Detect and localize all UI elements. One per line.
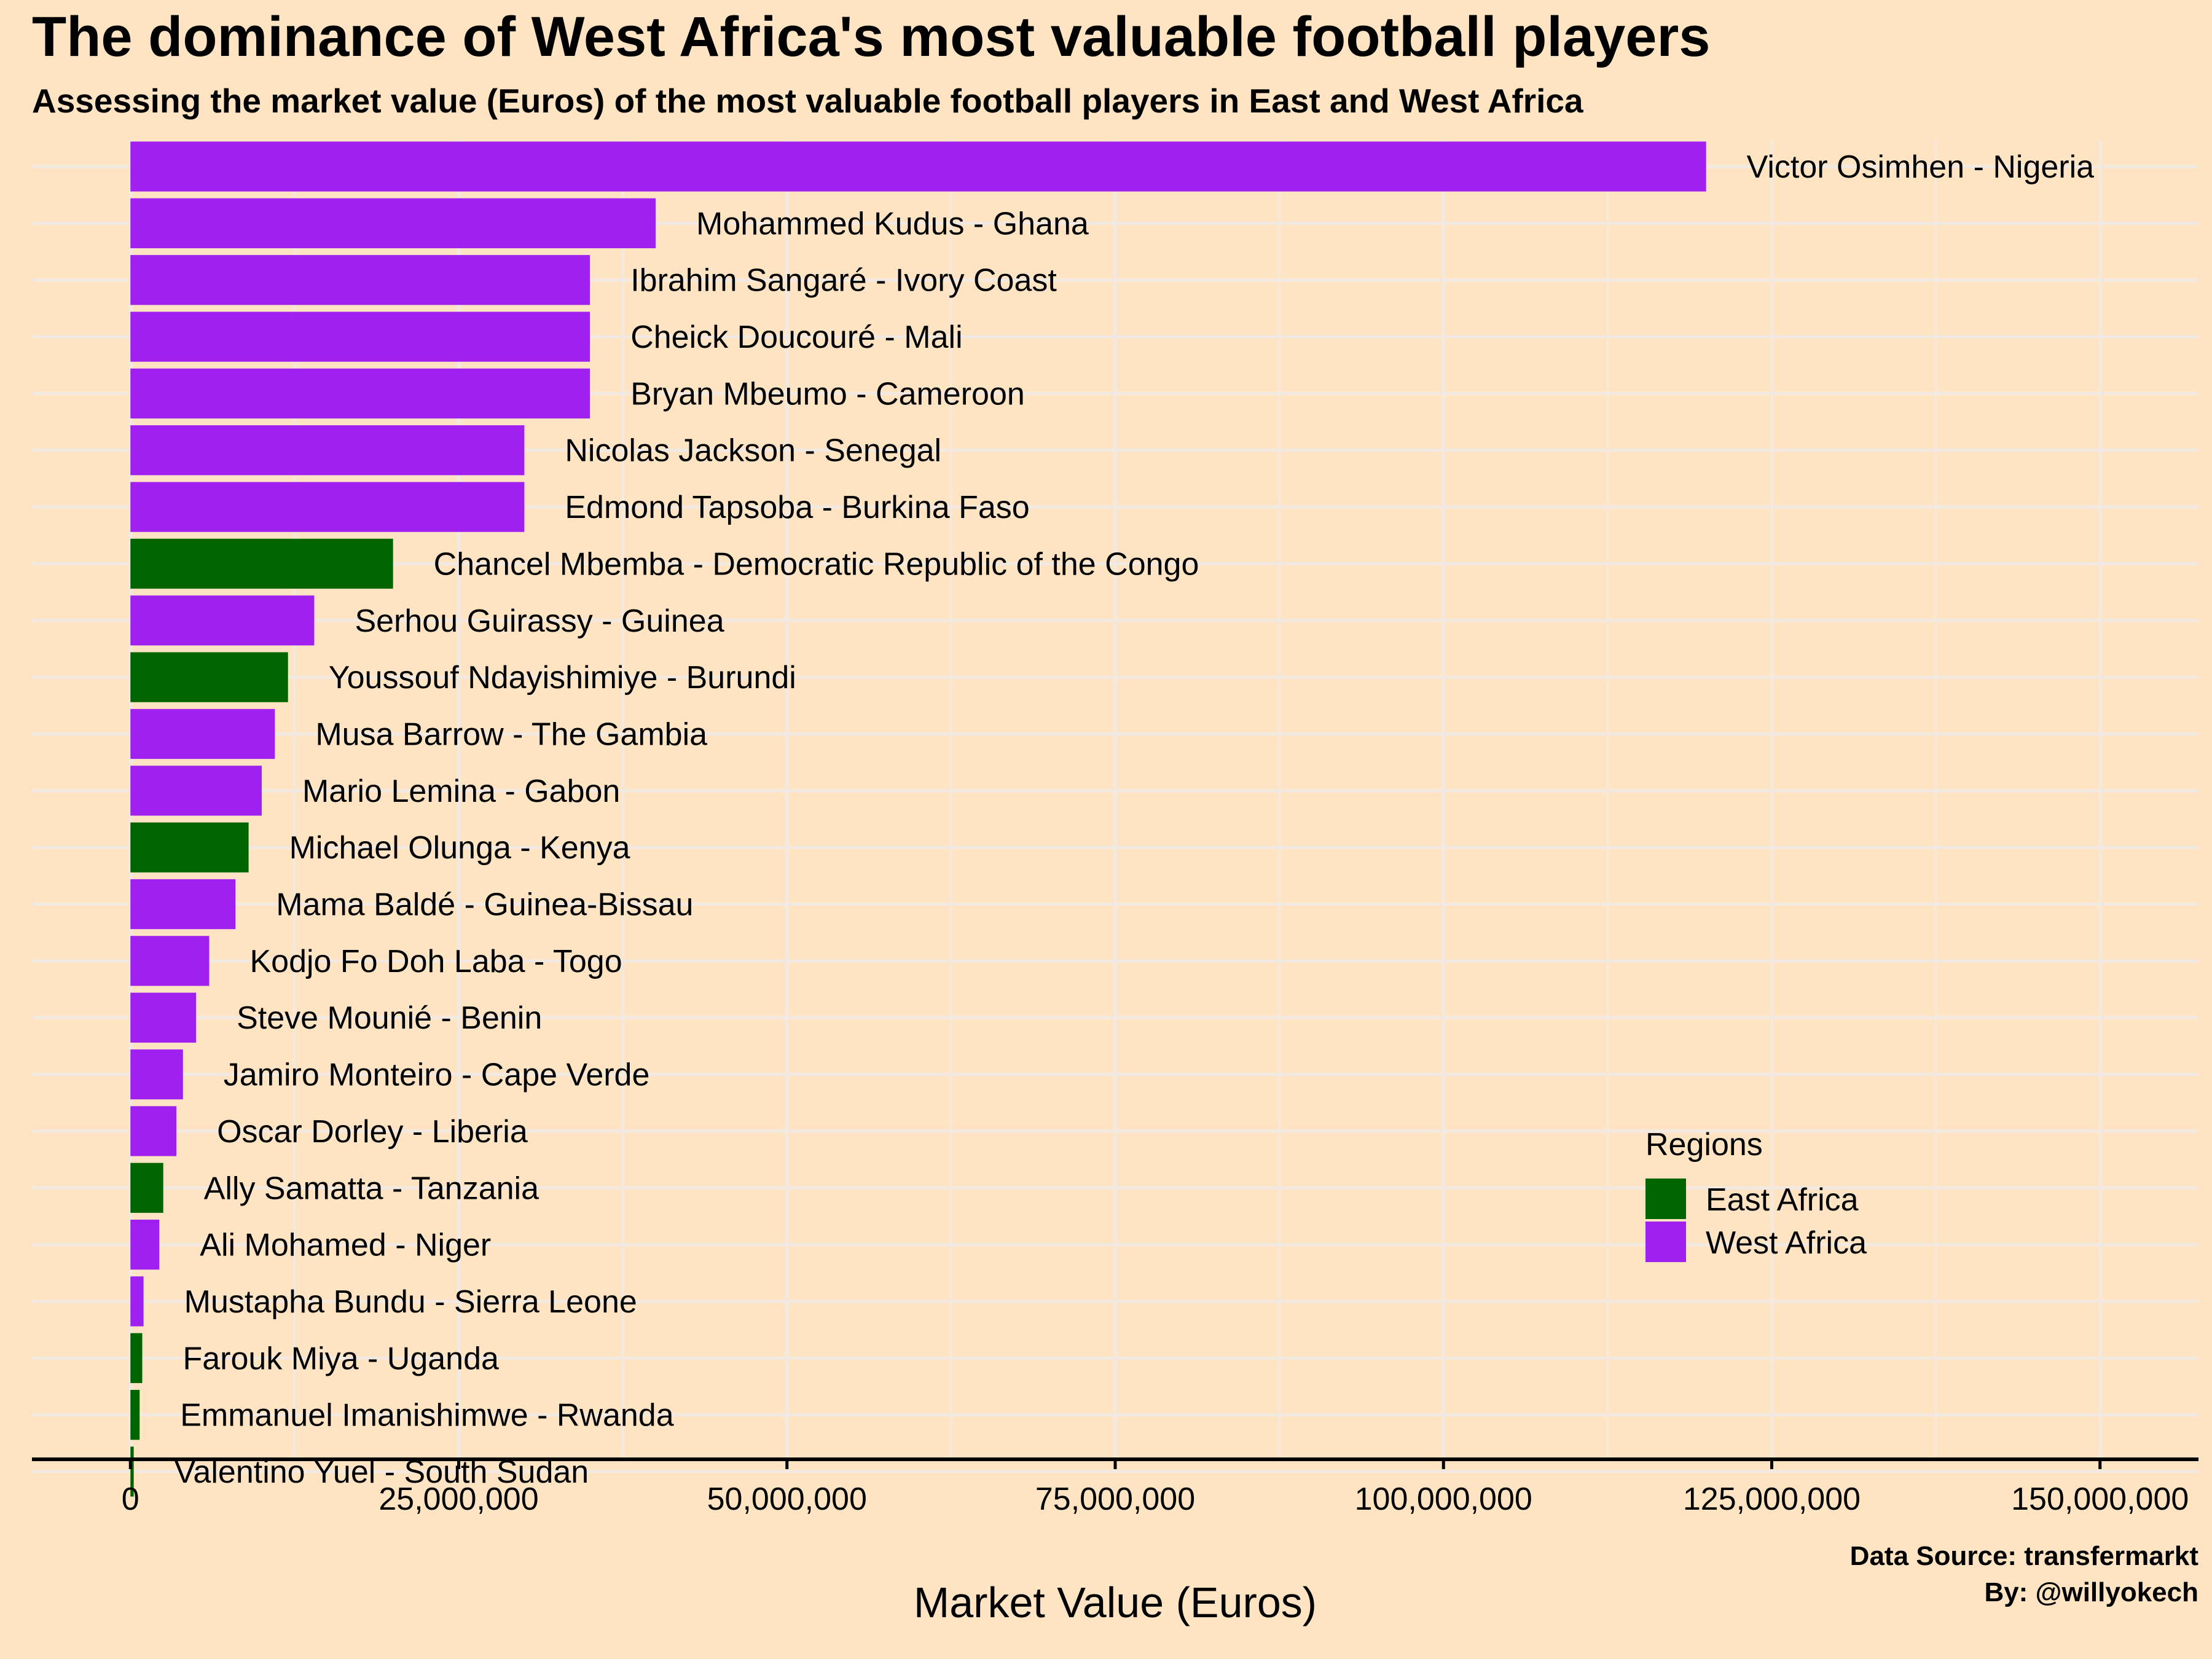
x-tick-label: 150,000,000 (2011, 1481, 2189, 1517)
bar-label: Victor Osimhen - Nigeria (1747, 149, 2095, 185)
bar (130, 1049, 183, 1100)
bar-label: Ibrahim Sangaré - Ivory Coast (630, 263, 1057, 299)
legend-label: East Africa (1706, 1182, 1859, 1218)
bar-label: Mama Baldé - Guinea-Bissau (276, 887, 693, 923)
bar (130, 141, 1706, 192)
bar (130, 652, 288, 702)
bar (130, 198, 656, 248)
bar (130, 1163, 163, 1213)
bar (130, 1276, 144, 1327)
bar (130, 708, 275, 759)
bar (130, 992, 197, 1043)
bar-label: Jamiro Monteiro - Cape Verde (224, 1057, 650, 1093)
byline-caption: By: @willyokech (1984, 1577, 2198, 1607)
bar (130, 1333, 143, 1383)
bar-label: Youssouf Ndayishimiye - Burundi (329, 660, 796, 696)
bar (130, 538, 393, 589)
page-title: The dominance of West Africa's most valu… (32, 6, 1711, 68)
bar-label: Chancel Mbemba - Democratic Republic of … (434, 546, 1199, 582)
x-tick-label: 125,000,000 (1683, 1481, 1861, 1517)
bar-label: Ali Mohamed - Niger (200, 1228, 491, 1263)
legend-label: West Africa (1706, 1225, 1867, 1261)
bar (130, 425, 525, 476)
bar (130, 1446, 134, 1497)
x-tick-label: 75,000,000 (1035, 1481, 1195, 1517)
bar-label: Farouk Miya - Uganda (183, 1341, 500, 1376)
bar-label: Emmanuel Imanishimwe - Rwanda (180, 1398, 673, 1433)
bar (130, 595, 315, 646)
bar-label: Cheick Doucouré - Mali (630, 320, 962, 355)
legend-swatch (1645, 1222, 1686, 1262)
bar-label: Mustapha Bundu - Sierra Leone (184, 1284, 637, 1320)
bar-label: Kodjo Fo Doh Laba - Togo (249, 944, 622, 979)
x-tick-label: 0 (122, 1481, 139, 1517)
bar-label: Mario Lemina - Gabon (302, 774, 620, 809)
bar-label: Mohammed Kudus - Ghana (696, 206, 1089, 241)
bar (130, 766, 262, 816)
bar (130, 312, 590, 362)
x-tick-label: 50,000,000 (707, 1481, 867, 1517)
legend: Regions East Africa West Africa (1645, 1127, 1867, 1262)
bar (130, 936, 210, 986)
bar-label: Nicolas Jackson - Senegal (565, 433, 941, 469)
bar-layer (130, 141, 1706, 1497)
bar-label: Ally Samatta - Tanzania (204, 1171, 539, 1206)
legend-title: Regions (1645, 1127, 1763, 1163)
bar (130, 879, 236, 930)
bar-label: Musa Barrow - The Gambia (315, 716, 707, 752)
bar (130, 1219, 160, 1270)
bar (130, 822, 249, 873)
bar-label: Steve Mounié - Benin (237, 1000, 542, 1036)
bar (130, 1390, 140, 1440)
bar-label: Serhou Guirassy - Guinea (355, 603, 724, 639)
bar-label: Bryan Mbeumo - Cameroon (630, 376, 1025, 412)
bar (130, 368, 590, 419)
data-source-caption: Data Source: transfermarkt (1849, 1541, 2198, 1571)
bar (130, 255, 590, 305)
x-tick-label: 100,000,000 (1355, 1481, 1532, 1517)
x-axis-title: Market Value (Euros) (914, 1579, 1317, 1626)
bar-label: Edmond Tapsoba - Burkina Faso (565, 490, 1029, 525)
bar (130, 482, 525, 532)
x-tick-label: 25,000,000 (378, 1481, 538, 1517)
page-subtitle: Assessing the market value (Euros) of th… (32, 82, 1583, 120)
legend-swatch (1645, 1179, 1686, 1219)
bar-label: Michael Olunga - Kenya (289, 830, 630, 866)
bar (130, 1106, 177, 1156)
x-axis: Market Value (Euros) 0 25,000,000 50,000,0… (32, 1457, 2198, 1626)
grid-layer (32, 140, 2198, 1473)
bar-label: Oscar Dorley - Liberia (217, 1114, 528, 1150)
